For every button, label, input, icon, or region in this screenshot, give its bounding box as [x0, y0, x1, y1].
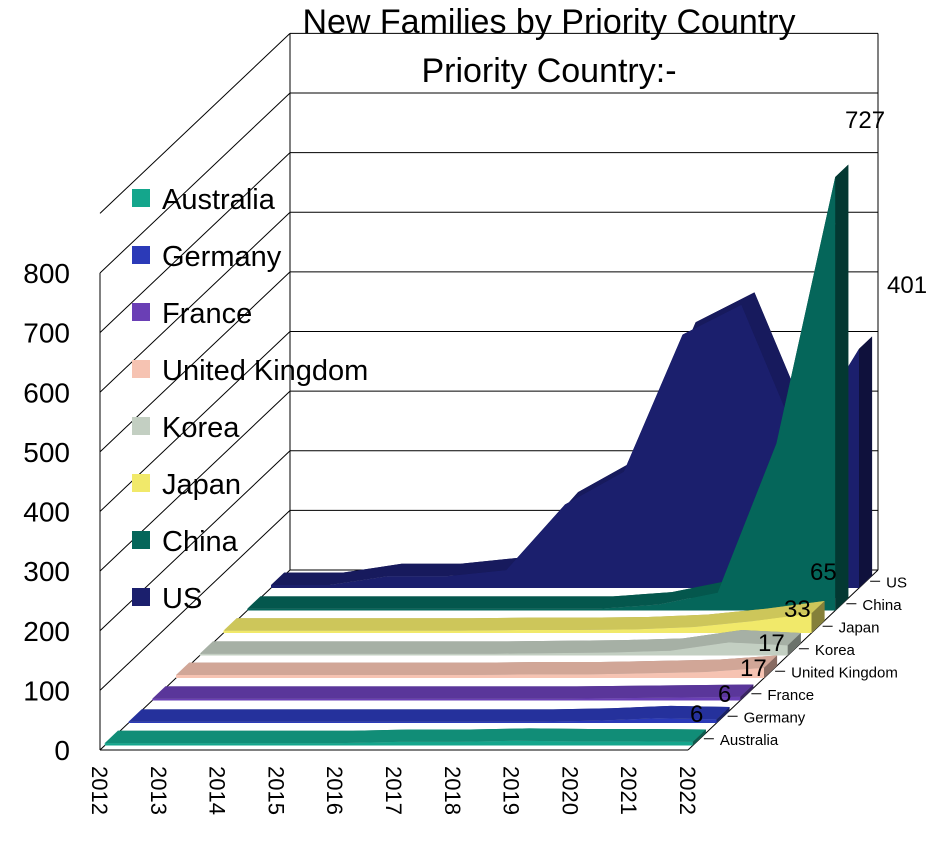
- area-top-united-kingdom: [176, 655, 778, 676]
- depth-tick-label: US: [886, 574, 907, 591]
- axes: 0 100 200 300 400 500 600 700 800 2012 2013 2014 201…: [23, 258, 907, 815]
- y-tick-label: 100: [23, 675, 70, 706]
- depth-tick-label: France: [767, 687, 814, 704]
- legend-label-germany: Germany: [162, 241, 282, 273]
- gridline-wall-500: [99, 271, 291, 453]
- gridline-wall-700: [99, 152, 291, 333]
- x-tick-label: 2015: [263, 766, 288, 815]
- x-tick-label: 2017: [381, 766, 406, 815]
- y-tick-label: 300: [23, 556, 70, 587]
- y-tick-label: 600: [23, 377, 70, 408]
- area-top-france: [152, 684, 754, 699]
- gridline-wall-400: [99, 331, 291, 512]
- y-tick-label: 500: [23, 437, 70, 468]
- series-china: [247, 164, 849, 611]
- depth-tick-label: United Kingdom: [791, 664, 898, 681]
- series-united-kingdom: [176, 655, 778, 678]
- area-top-japan: [223, 600, 825, 631]
- data-label-france: 17: [740, 655, 767, 682]
- legend-swatch-us: [132, 588, 150, 606]
- y-tick-label: 400: [23, 497, 70, 528]
- area-cap-australia: [692, 729, 706, 746]
- series-france: [152, 684, 754, 701]
- series-korea: [199, 630, 801, 656]
- legend-label-japan: Japan: [162, 469, 241, 501]
- legend-swatch-korea: [132, 417, 150, 435]
- gridline-wall-100: [99, 510, 291, 691]
- area-front-us: [271, 304, 859, 588]
- legend-label-australia: Australia: [162, 184, 276, 216]
- series-layer: [104, 164, 873, 746]
- legend-label-france: France: [162, 298, 252, 330]
- depth-tick-label: Korea: [815, 642, 856, 659]
- area-cap-germany: [716, 707, 730, 723]
- area-cap-japan: [811, 600, 825, 633]
- area-cap-korea: [787, 632, 801, 656]
- legend-label-korea: Korea: [162, 412, 240, 444]
- grid: [99, 32, 879, 751]
- series-germany: [128, 705, 730, 723]
- legend-label-china: China: [162, 526, 239, 558]
- area-top-germany: [128, 705, 730, 722]
- data-label-us: 401: [887, 272, 927, 299]
- area-front-germany: [128, 718, 717, 723]
- area-cap-united-kingdom: [764, 655, 778, 678]
- legend: Australia Germany France United Kingdom Kore…: [132, 184, 368, 615]
- x-tick-label: 2016: [322, 766, 347, 815]
- area-top-korea: [199, 630, 801, 654]
- legend-swatch-germany: [132, 246, 150, 264]
- legend-swatch-china: [132, 531, 150, 549]
- data-label-korea: 33: [784, 596, 811, 623]
- gridline-wall-300: [99, 390, 291, 572]
- legend-swatch-united-kingdom: [132, 360, 150, 378]
- gridline-wall-600: [99, 211, 291, 393]
- area-cap-china: [835, 164, 849, 611]
- x-tick-label: 2019: [499, 766, 524, 815]
- depth-tick-label: Germany: [744, 709, 806, 726]
- y-tick-label: 0: [54, 735, 70, 766]
- y-tick-label: 200: [23, 616, 70, 647]
- area-cap-us: [859, 336, 873, 588]
- data-label-japan: 65: [810, 559, 837, 586]
- depth-tick-label: China: [862, 597, 902, 614]
- x-tick-label: 2012: [87, 766, 112, 815]
- data-label-china: 727: [845, 107, 885, 134]
- x-tick-label: 2018: [440, 766, 465, 815]
- area-front-united-kingdom: [176, 667, 764, 678]
- area-front-australia: [104, 740, 693, 746]
- x-tick-label: 2020: [557, 766, 582, 815]
- x-tick-label: 2013: [146, 766, 171, 815]
- legend-swatch-japan: [132, 474, 150, 492]
- x-tick-label: 2022: [675, 766, 700, 815]
- area-front-china: [247, 177, 836, 611]
- series-australia: [104, 728, 706, 746]
- gridline-wall-800: [99, 92, 291, 274]
- x-tick-label: 2014: [205, 766, 230, 815]
- data-label-australia: 6: [690, 701, 703, 728]
- area-top-australia: [104, 728, 706, 744]
- legend-swatch-australia: [132, 189, 150, 207]
- gridline-wall-200: [99, 450, 291, 632]
- legend-swatch-france: [132, 303, 150, 321]
- legend-label-united-kingdom: United Kingdom: [162, 355, 368, 387]
- area-front-france: [152, 696, 741, 701]
- data-label-united-kingdom: 17: [758, 630, 785, 657]
- x-tick-label: 2021: [616, 766, 641, 815]
- y-tick-label: 700: [23, 318, 70, 349]
- area-front-korea: [199, 642, 788, 656]
- area-cap-france: [740, 684, 754, 701]
- chart-title: New Families by Priority Country: [302, 3, 795, 41]
- y-tick-label: 800: [23, 258, 70, 289]
- depth-tick-label: Japan: [839, 619, 880, 636]
- depth-tick-label: Australia: [720, 732, 779, 749]
- gridline-wall-top: [99, 33, 291, 214]
- chart-subtitle: Priority Country:-: [421, 52, 676, 90]
- legend-label-us: US: [162, 583, 202, 615]
- data-label-germany: 6: [718, 681, 731, 708]
